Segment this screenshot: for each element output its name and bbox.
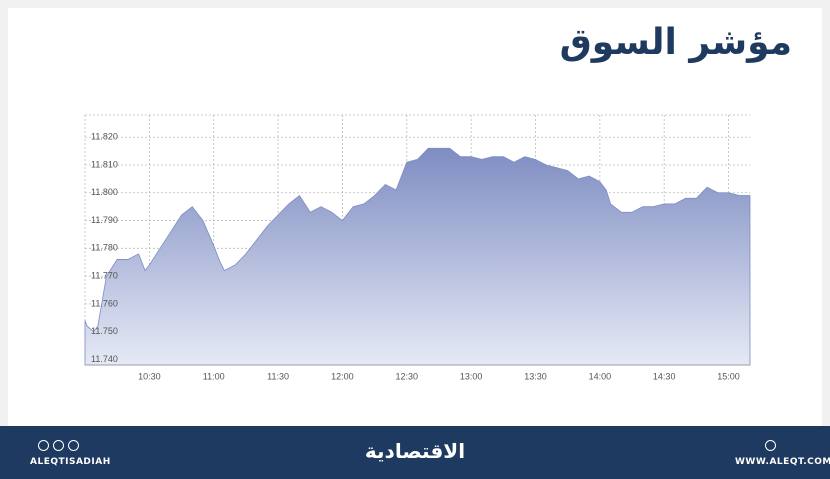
y-tick-label: 11.760 [91, 298, 118, 308]
title: مؤشر السوق [559, 22, 792, 63]
y-tick-label: 11.780 [91, 243, 118, 253]
y-tick-label: 11.820 [91, 132, 118, 142]
area [84, 147, 751, 366]
facebook-icon [53, 440, 64, 451]
x-tick-label: 13:30 [524, 371, 547, 381]
x-tick-label: 12:30 [396, 371, 419, 381]
web-icon [765, 440, 776, 451]
x-tick-label: 10:30 [138, 371, 161, 381]
twitter-icon [68, 440, 79, 451]
y-tick-label: 11.740 [91, 354, 118, 364]
y-tick-label: 11.790 [91, 215, 118, 225]
x-tick-label: 15:00 [717, 371, 740, 381]
x-tick-label: 14:00 [589, 371, 612, 381]
x-tick-label: 13:00 [460, 371, 483, 381]
x-tick-label: 14:30 [653, 371, 676, 381]
handle: ALEQTISADIAH [30, 457, 111, 467]
x-tick-label: 12:00 [331, 371, 354, 381]
brand: الاقتصادية [364, 439, 466, 463]
y-tick-label: 11.770 [91, 270, 118, 280]
footer: ALEQTISADIAH الاقتصادية WWW.ALEQT.COM [0, 426, 830, 479]
website: WWW.ALEQT.COM [735, 457, 830, 467]
y-tick-label: 11.810 [91, 159, 118, 169]
chart: 10:30 11:00 11:30 12:00 12:30 13:00 13:30 14:00… [84, 114, 751, 381]
y-tick-label: 11.800 [91, 187, 118, 197]
y-tick-label: 11.750 [91, 326, 118, 336]
x-tick-label: 11:00 [203, 371, 225, 381]
instagram-icon [38, 440, 49, 451]
x-tick-label: 11:30 [267, 371, 289, 381]
